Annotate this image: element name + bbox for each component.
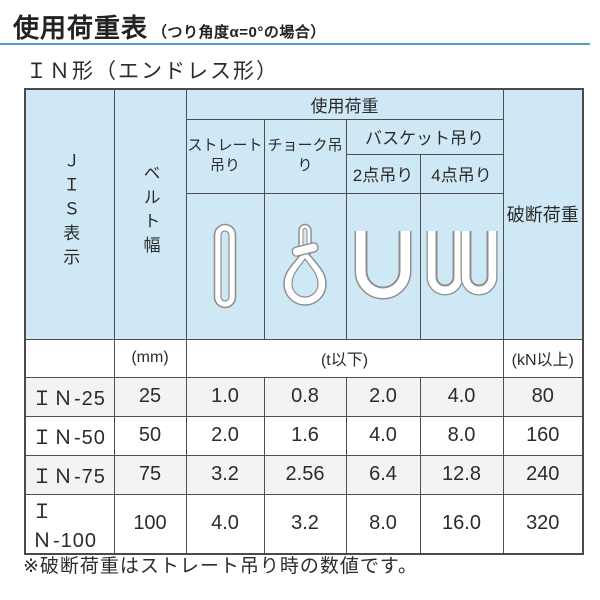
belt-width-cell: 100: [113, 493, 187, 554]
straight-sling-icon-cell: [185, 192, 265, 340]
choke-load-cell: 1.6: [263, 415, 347, 456]
breaking-load-cell: 320: [502, 493, 584, 554]
title-underline: [0, 43, 590, 45]
choke-load-cell: 3.2: [263, 493, 347, 554]
belt-width-cell: 50: [113, 415, 187, 456]
basket2-load-cell: 6.4: [345, 454, 421, 495]
choke-sling-icon-cell: [263, 192, 347, 340]
basket-4point-sling-icon-cell: [419, 192, 504, 340]
breaking-load-cell: 240: [502, 454, 584, 495]
table-row-in50: ＩＮ-50 50 2.0 1.6 4.0 8.0 160: [24, 415, 584, 456]
header-choke-sling: チョーク吊り: [263, 118, 347, 194]
straight-load-cell: 3.2: [185, 454, 265, 495]
header-straight-sling: ストレート吊り: [185, 118, 265, 194]
header-breaking-load: 破断荷重: [502, 88, 584, 340]
basket4-load-cell: 16.0: [419, 493, 504, 554]
basket-2point-sling-icon: [354, 231, 412, 300]
header-basket-sling: バスケット吊り: [345, 118, 504, 155]
belt-width-cell: 75: [113, 454, 187, 495]
table-row-in75: ＩＮ-75 75 3.2 2.56 6.4 12.8 240: [24, 454, 584, 495]
basket-2point-sling-icon-cell: [345, 192, 421, 340]
table-row-in100: ＩＮ-100 100 4.0 3.2 8.0 16.0 320: [24, 493, 584, 554]
straight-sling-icon: [213, 223, 237, 309]
choke-load-cell: 0.8: [263, 376, 347, 417]
footnote: ※破断荷重はストレート吊り時の数値です。: [23, 556, 419, 577]
table-row-in25: ＩＮ-25 25 1.0 0.8 2.0 4.0 80: [24, 376, 584, 417]
basket4-load-cell: 4.0: [419, 376, 504, 417]
choke-load-cell: 2.56: [263, 454, 347, 495]
basket4-load-cell: 8.0: [419, 415, 504, 456]
belt-width-cell: 25: [113, 376, 187, 417]
basket-4point-sling-icon: [426, 231, 497, 296]
straight-load-cell: 2.0: [185, 415, 265, 456]
basket4-load-cell: 12.8: [419, 454, 504, 495]
jis-code-cell: ＩＮ-100: [24, 493, 115, 554]
page-title-note: （つり角度α=0°の場合）: [152, 24, 326, 41]
unit-breaking-load: (kN以上): [502, 338, 584, 378]
basket2-load-cell: 4.0: [345, 415, 421, 456]
header-jis-label: ＪＩＳ表示: [24, 88, 115, 340]
jis-code-cell: ＩＮ-50: [24, 415, 115, 456]
page-title: 使用荷重表: [13, 13, 149, 43]
header-basket-2point: 2点吊り: [345, 153, 421, 194]
jis-code-cell: ＩＮ-25: [24, 376, 115, 417]
working-load-table: ＪＩＳ表示 ベルト幅 使用荷重 破断荷重 ストレート吊り チョーク吊り バスケッ…: [24, 88, 584, 555]
header-basket-4point: 4点吊り: [419, 153, 504, 194]
breaking-load-cell: 80: [502, 376, 584, 417]
breaking-load-cell: 160: [502, 415, 584, 456]
section-subtitle: ＩＮ形（エンドレス形）: [26, 60, 279, 83]
choke-sling-icon: [283, 223, 327, 306]
straight-load-cell: 4.0: [185, 493, 265, 554]
unit-belt-width: (mm): [113, 338, 187, 378]
unit-working-load: (t以下): [185, 338, 504, 378]
basket2-load-cell: 2.0: [345, 376, 421, 417]
page-header: 使用荷重表 （つり角度α=0°の場合）: [13, 8, 326, 45]
straight-load-cell: 1.0: [185, 376, 265, 417]
header-belt-width: ベルト幅: [113, 88, 187, 340]
jis-code-cell: ＩＮ-75: [24, 454, 115, 495]
basket2-load-cell: 8.0: [345, 493, 421, 554]
header-working-load: 使用荷重: [185, 88, 504, 120]
unit-blank-cell: [24, 338, 115, 378]
